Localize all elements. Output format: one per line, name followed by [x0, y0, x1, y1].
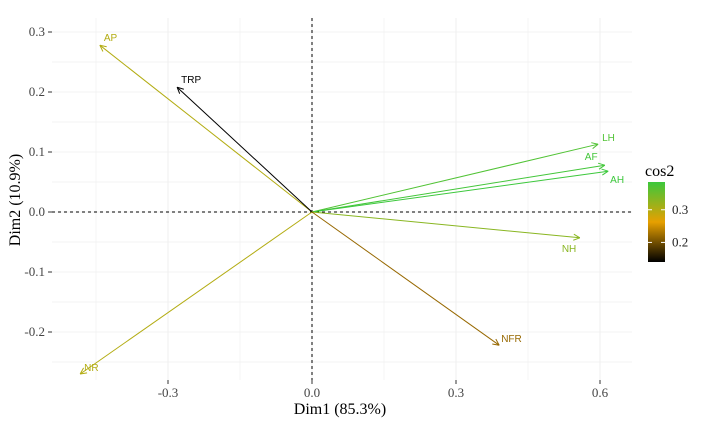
arrowhead — [592, 143, 599, 150]
arrowhead — [602, 170, 609, 176]
y-tick-label: 0.3 — [29, 24, 45, 39]
x-axis-label: Dim1 (85.3%) — [294, 401, 386, 418]
arrowhead — [591, 142, 599, 145]
variable-label-nh: NH — [562, 244, 576, 255]
variable-label-nfr: NFR — [501, 334, 522, 345]
legend-title: cos2 — [645, 163, 674, 180]
variable-label-af: AF — [585, 152, 598, 163]
arrow-trp — [176, 86, 313, 213]
variable-label-ah: AH — [610, 175, 624, 186]
arrowhead — [601, 168, 609, 172]
arrowhead — [80, 372, 88, 375]
x-tick-label: 0.6 — [592, 385, 609, 400]
legend-tick-label: 0.2 — [672, 234, 688, 249]
legend-tick-label: 0.3 — [672, 202, 688, 217]
arrowhead — [176, 86, 184, 90]
arrow-nh — [311, 211, 580, 239]
arrow-af — [311, 164, 605, 213]
arrowhead — [492, 343, 500, 346]
arrowhead — [79, 367, 85, 375]
arrowhead — [495, 338, 500, 346]
x-tick-label: 0.3 — [448, 385, 464, 400]
variable-label-lh: LH — [602, 133, 615, 144]
arrowhead — [176, 87, 181, 94]
arrow-nr — [79, 211, 313, 375]
y-tick-label: 0.2 — [29, 84, 45, 99]
y-tick-label: 0.0 — [29, 204, 45, 219]
arrow-lh — [311, 143, 599, 213]
arrow-ah — [311, 170, 609, 213]
legend-colorbar — [648, 182, 665, 262]
arrowhead — [573, 233, 581, 239]
variable-label-nr: NR — [84, 363, 98, 374]
arrowhead — [99, 44, 104, 52]
arrowhead — [598, 164, 606, 170]
x-tick-label: -0.3 — [158, 385, 179, 400]
arrowhead — [99, 44, 107, 48]
y-axis-label: Dim2 (10.9%) — [7, 154, 24, 246]
y-tick-label: 0.1 — [29, 144, 45, 159]
arrow-ap — [99, 44, 313, 213]
arrowhead — [597, 162, 605, 166]
y-tick-label: -0.2 — [24, 324, 45, 339]
arrow-nfr — [311, 211, 500, 346]
x-tick-label: 0.0 — [304, 385, 320, 400]
arrowhead — [573, 237, 581, 241]
y-tick-label: -0.1 — [24, 264, 45, 279]
variable-label-trp: TRP — [181, 75, 201, 86]
variable-label-ap: AP — [104, 33, 118, 44]
